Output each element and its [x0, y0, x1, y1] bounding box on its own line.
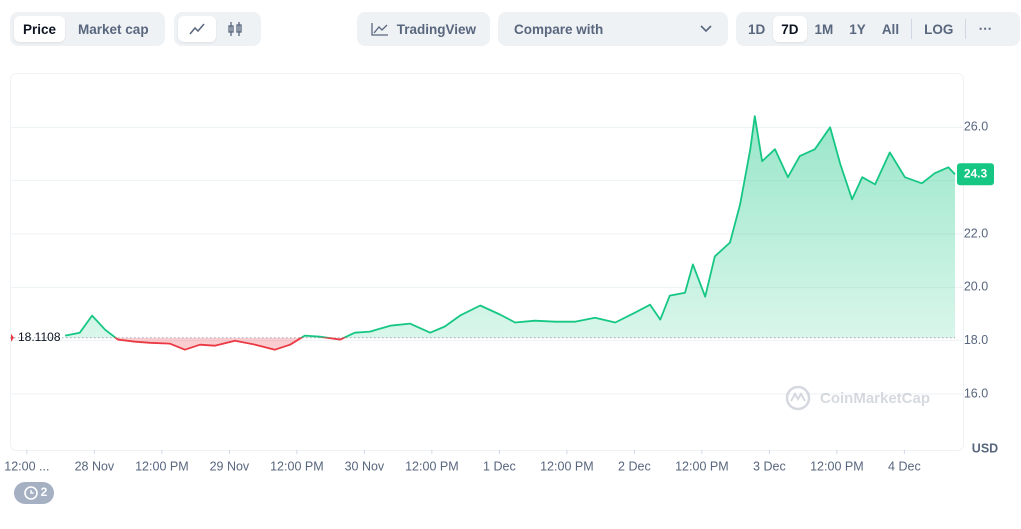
chart-style-switch [174, 12, 261, 46]
area-up [65, 116, 955, 338]
tradingview-label: TradingView [396, 21, 476, 37]
line-style-button[interactable] [178, 16, 216, 42]
price-tab[interactable]: Price [14, 16, 66, 42]
plot-frame [10, 73, 964, 451]
x-tick-label: 12:00 PM [270, 459, 324, 473]
x-tick-label: 12:00 PM [675, 459, 729, 473]
y-tick-label: 22.0 [964, 226, 988, 240]
more-button[interactable]: ⋯ [978, 21, 992, 36]
history-count: 2 [41, 485, 48, 499]
compare-select[interactable]: Compare with [498, 12, 728, 46]
x-tick-label: 2 Dec [618, 459, 651, 473]
compare-label: Compare with [514, 21, 604, 37]
unit-label: USD [972, 441, 998, 455]
y-tick-label: 20.0 [964, 280, 988, 294]
x-tick-label: 12:00 PM [810, 459, 864, 473]
candle-style-button[interactable] [216, 16, 254, 42]
baseline-marker [11, 333, 14, 342]
price-line [64, 115, 956, 351]
mode-switch: Price Market cap [10, 12, 165, 46]
baseline-label: 18.1108 [18, 330, 61, 344]
x-tick-label: 28 Nov [75, 459, 115, 473]
period-button[interactable]: All [881, 21, 900, 37]
period-button[interactable]: 1Y [849, 21, 866, 37]
period-button[interactable]: 1D [748, 21, 766, 37]
watermark: CoinMarketCap [785, 385, 930, 411]
separator [965, 19, 967, 39]
x-tick-label: 1 Dec [483, 459, 516, 473]
y-tick-label: 16.0 [964, 386, 988, 400]
x-tick-label: 30 Nov [345, 459, 385, 473]
last-price-tag [957, 163, 994, 186]
x-tick-label: 12:00 PM [540, 459, 594, 473]
x-tick-label: 12:00 PM [135, 459, 189, 473]
x-tick-label: 3 Dec [753, 459, 786, 473]
log-button[interactable]: LOG [924, 21, 954, 37]
y-tick-label: 18.0 [964, 333, 988, 347]
x-tick-label: 29 Nov [210, 459, 250, 473]
period-switch: 1D 7D 1M 1Y All LOG ⋯ [736, 12, 1020, 46]
line-icon [189, 23, 205, 35]
x-tick-label: 12:00 PM [405, 459, 459, 473]
tradingview-button[interactable]: TradingView [357, 12, 490, 46]
history-badge[interactable]: 2 [14, 482, 54, 504]
y-tick-label: 26.0 [964, 120, 988, 134]
x-tick-label: 4 Dec [888, 459, 921, 473]
market-cap-tab[interactable]: Market cap [78, 21, 149, 37]
period-button[interactable]: 1M [814, 21, 834, 37]
last-price-label: 24.3 [964, 166, 988, 180]
candle-icon [228, 22, 242, 36]
separator [911, 19, 913, 39]
x-tick-label: 12:00 ... [4, 459, 49, 473]
period-button[interactable]: 7D [773, 16, 807, 42]
chevron-icon [700, 25, 712, 33]
area-down [115, 337, 345, 350]
tradingview-icon [371, 23, 388, 36]
watermark-text: CoinMarketCap [820, 390, 930, 407]
